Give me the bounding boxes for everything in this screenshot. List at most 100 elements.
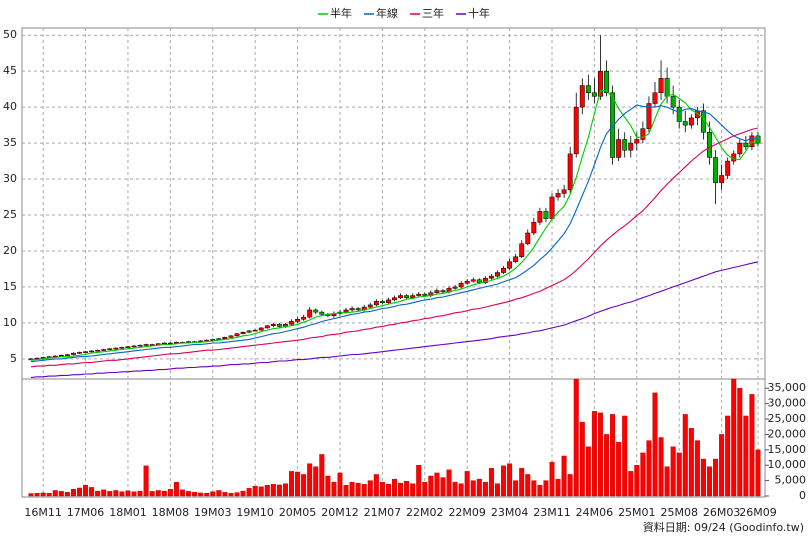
y-tick-label: 50: [3, 28, 17, 41]
legend-label: 十年: [468, 6, 490, 20]
candle-body: [143, 344, 149, 346]
x-tick-label: 18M01: [109, 506, 147, 519]
volume-bar: [76, 487, 82, 497]
volume-bar: [452, 481, 458, 497]
candle-body: [343, 309, 349, 313]
candle-body: [422, 293, 428, 296]
volume-bar: [428, 475, 434, 497]
volume-bar: [482, 481, 488, 497]
volume-bar: [373, 474, 379, 497]
candle-body: [398, 295, 404, 298]
candle-body: [519, 243, 525, 257]
candle-body: [488, 275, 494, 279]
volume-bar: [282, 483, 288, 497]
volume-bar: [28, 493, 34, 497]
y2-tick-label: 20,000: [768, 427, 807, 440]
volume-bar: [385, 484, 391, 497]
candle-body: [458, 283, 464, 288]
volume-bar: [70, 489, 76, 497]
candle-body: [246, 330, 252, 333]
volume-bar: [289, 471, 295, 497]
volume-bar: [149, 491, 155, 497]
volume-bar: [694, 440, 700, 497]
volume-bar: [628, 471, 634, 497]
candle-body: [634, 139, 640, 144]
x-tick-label: 19M03: [194, 506, 232, 519]
volume-bar: [513, 480, 519, 497]
ma-line: [30, 90, 759, 361]
volume-bar: [519, 468, 525, 497]
volume-bar: [228, 493, 234, 497]
candle-body: [610, 92, 616, 158]
volume-bar: [101, 489, 107, 497]
volume-bar: [634, 465, 640, 497]
volume-bar: [404, 481, 410, 497]
candle-body: [264, 325, 270, 329]
candle-body: [270, 324, 276, 327]
candle-body: [573, 106, 579, 155]
y-tick-label: 30: [3, 172, 17, 185]
volume-bar: [301, 474, 307, 497]
volume-bar: [186, 491, 192, 497]
candle-body: [161, 342, 167, 345]
volume-bar: [531, 480, 537, 497]
volume-bar: [604, 434, 610, 497]
volume-bar: [597, 412, 603, 497]
volume-bar: [507, 463, 513, 497]
volume-bar: [555, 478, 561, 497]
y2-tick-label: 15,000: [768, 443, 807, 456]
y2-tick-label: 5,000: [775, 474, 807, 487]
volume-bar: [464, 471, 470, 497]
candle-body: [737, 142, 743, 155]
volume-bar: [270, 484, 276, 497]
legend-label: 年線: [376, 6, 398, 20]
candle-body: [555, 193, 561, 198]
x-tick-label: 23M04: [491, 506, 529, 519]
volume-bar: [64, 492, 70, 497]
volume-bar: [446, 469, 452, 497]
volume-bar: [240, 490, 246, 497]
volume-bar: [252, 485, 258, 497]
volume-bar: [676, 452, 682, 497]
volume-bar: [610, 414, 616, 497]
x-tick-label: 18M08: [152, 506, 190, 519]
volume-bar: [89, 487, 95, 497]
volume-bar: [573, 378, 579, 497]
candle-body: [137, 344, 143, 347]
volume-bar: [264, 485, 270, 497]
candle-body: [604, 70, 609, 93]
volume-bar: [276, 484, 282, 497]
candle-body: [379, 301, 385, 304]
volume-bar: [501, 465, 507, 497]
volume-bar: [755, 449, 761, 497]
candle-body: [585, 85, 591, 93]
volume-bar: [416, 465, 422, 497]
candle-body: [119, 347, 125, 349]
candle-body: [646, 103, 652, 129]
candle-body: [95, 349, 101, 352]
candle-body: [434, 290, 440, 293]
volume-bar: [204, 493, 210, 497]
volume-bar: [543, 480, 549, 497]
volume-bar: [234, 492, 240, 497]
candle-body: [416, 293, 422, 296]
volume-bar: [749, 394, 755, 497]
volume-bar: [367, 480, 373, 497]
candle-body: [628, 142, 634, 151]
volume-bar: [398, 482, 404, 497]
volume-bar: [688, 428, 694, 497]
candle-body: [513, 256, 519, 263]
candle-body: [131, 345, 137, 348]
volume-bar: [83, 485, 89, 497]
volume-bar: [137, 490, 143, 497]
candle-body: [579, 85, 585, 108]
candle-body: [404, 295, 410, 298]
candle-body: [367, 304, 373, 308]
y2-tick-label: 35,000: [768, 381, 807, 394]
volume-bar: [40, 492, 46, 497]
source-note: 資料日期: 09/24 (Goodinfo.tw): [643, 520, 804, 534]
volume-bar: [458, 483, 464, 497]
volume-bar: [646, 440, 652, 497]
volume-bar: [349, 481, 355, 497]
volume-bar: [295, 471, 301, 497]
